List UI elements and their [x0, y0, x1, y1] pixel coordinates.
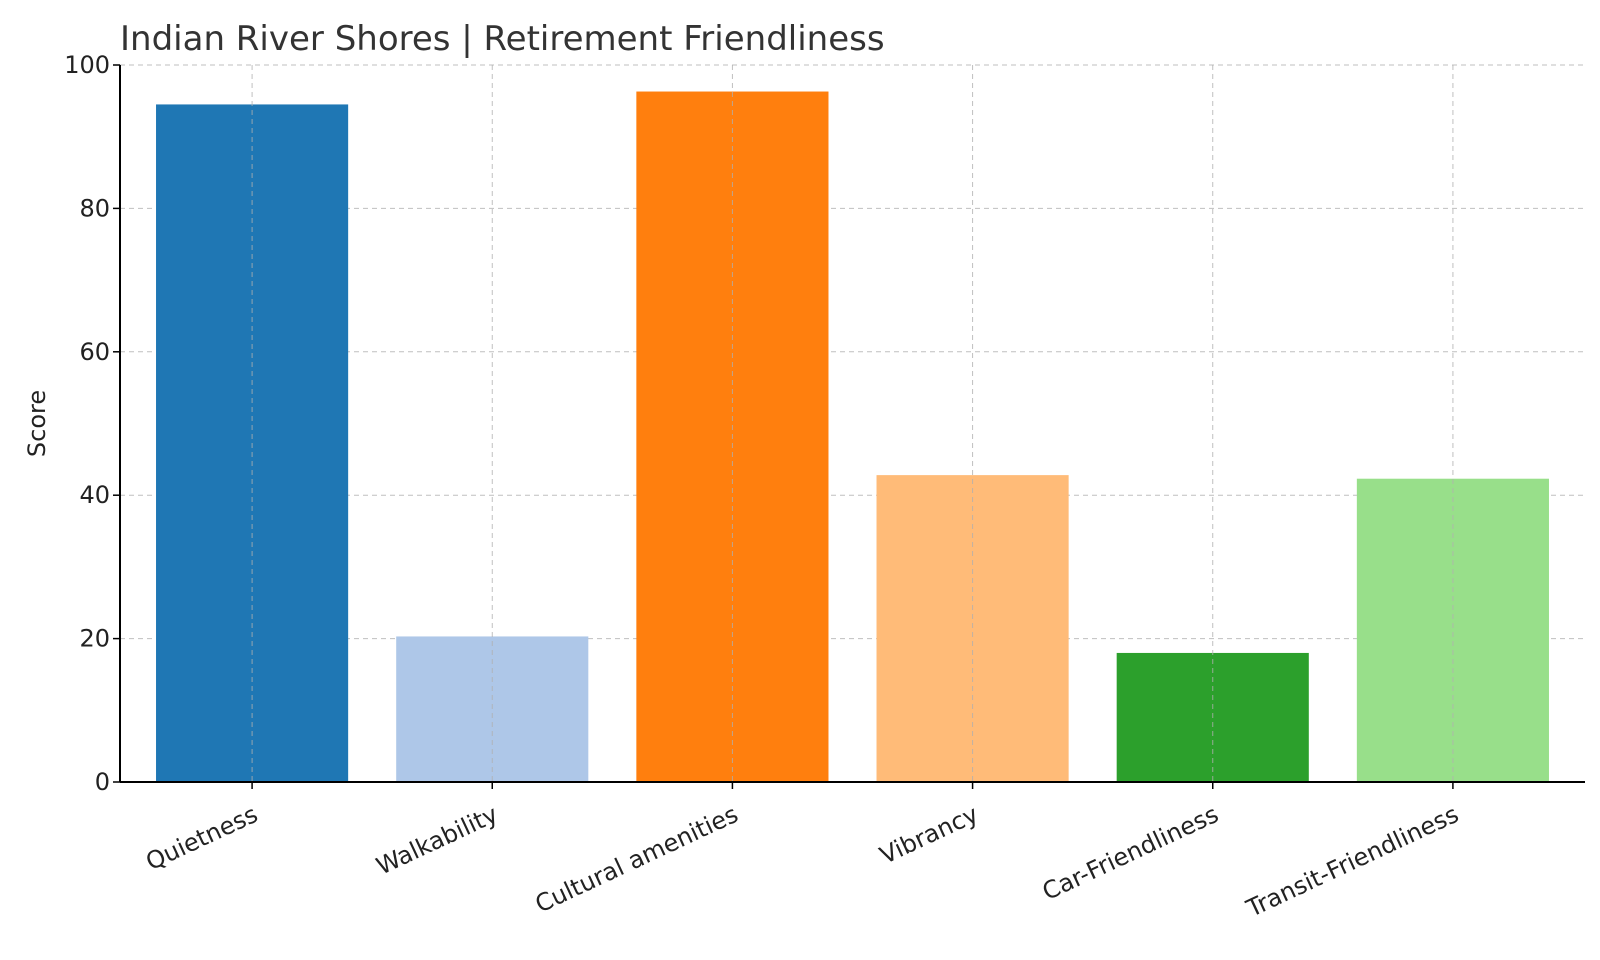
- x-tick-label: Transit-Friendliness: [1241, 800, 1462, 923]
- y-tick-label: 20: [79, 625, 110, 653]
- y-axis-label: Score: [23, 390, 51, 457]
- x-tick-label: Walkability: [372, 800, 502, 881]
- chart-title: Indian River Shores | Retirement Friendl…: [120, 19, 885, 59]
- y-tick-label: 0: [95, 768, 110, 796]
- x-tick-label: Car-Friendliness: [1038, 800, 1223, 906]
- y-tick-label: 100: [64, 51, 110, 79]
- x-tick-label: Vibrancy: [876, 800, 983, 870]
- y-tick-label: 80: [79, 194, 110, 222]
- x-tick-label: Cultural amenities: [531, 800, 742, 918]
- y-tick-label: 60: [79, 338, 110, 366]
- x-tick-label: Quietness: [142, 800, 263, 876]
- bars: [156, 91, 1549, 783]
- y-tick-label: 40: [79, 481, 110, 509]
- axes: [119, 65, 1585, 783]
